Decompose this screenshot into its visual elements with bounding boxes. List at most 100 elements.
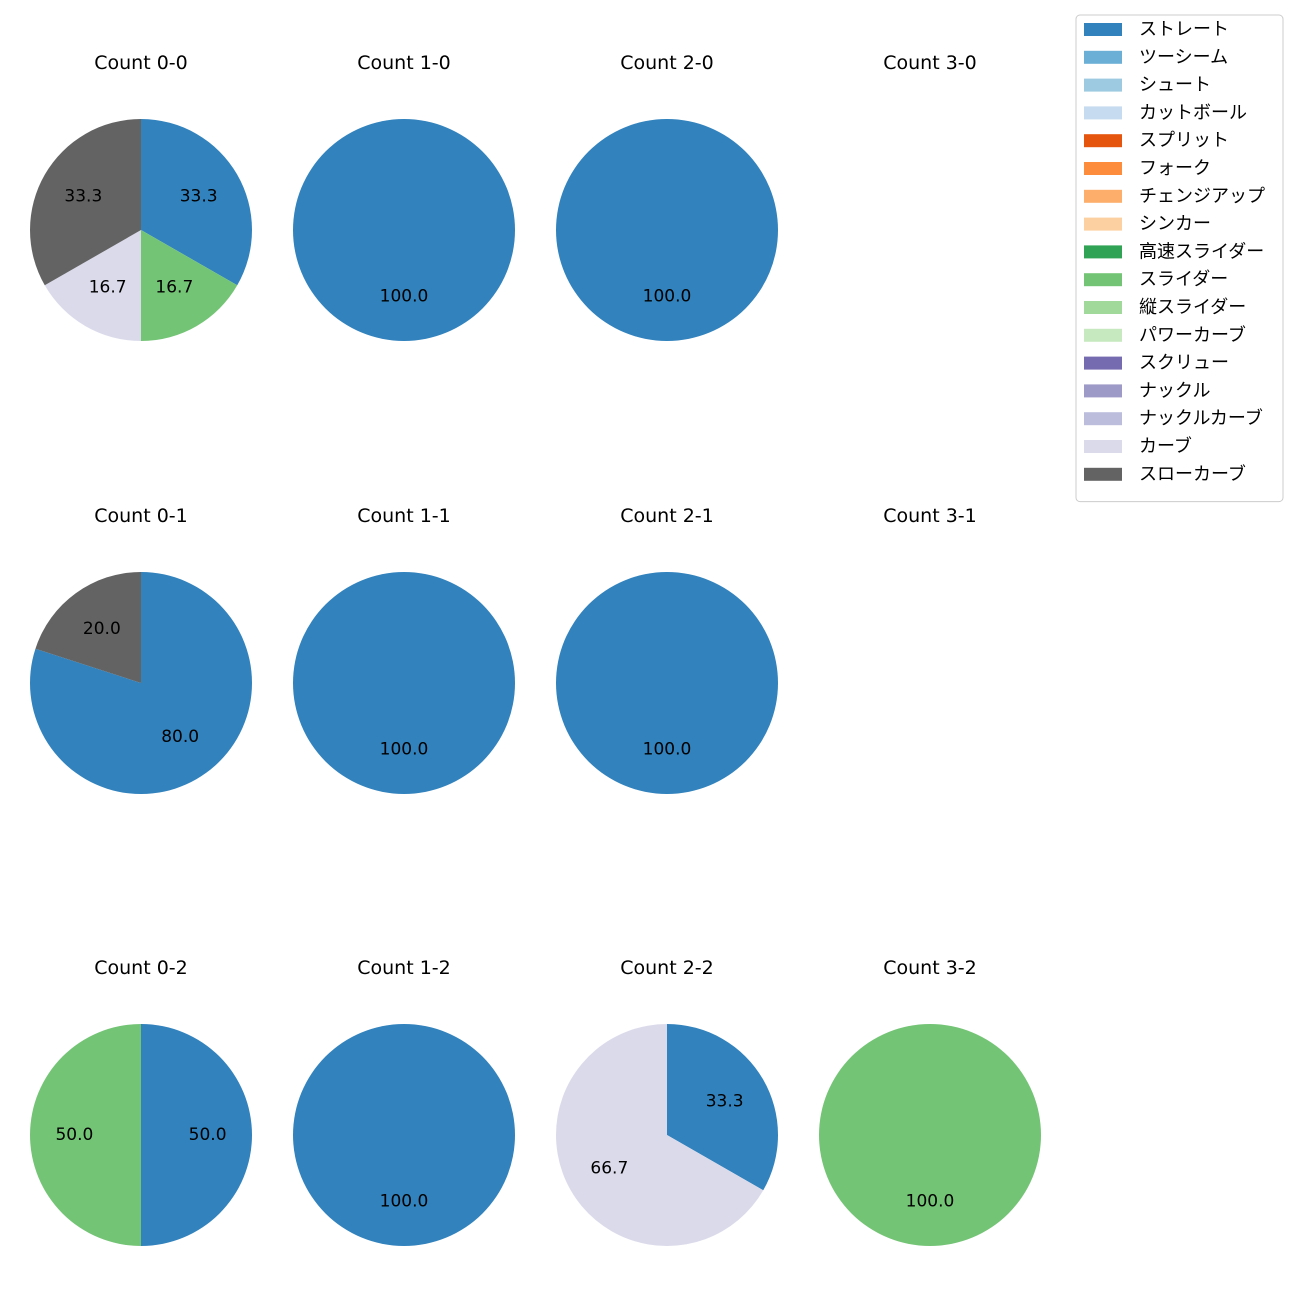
legend-swatch — [1084, 106, 1122, 120]
pie-count-2-0: Count 2-0 100.0 — [556, 52, 778, 341]
pie-count-2-1: Count 2-1 100.0 — [556, 505, 778, 794]
pie-slice-count-0-2-1 — [30, 1024, 141, 1246]
pie-count-3-1: Count 3-1 — [883, 505, 977, 527]
legend-label: フォーク — [1139, 158, 1211, 179]
legend-swatch — [1084, 245, 1122, 259]
pie-slice-count-2-1-0 — [556, 572, 778, 794]
pie-title: Count 1-1 — [357, 505, 451, 527]
legend-item: ナックル — [1084, 380, 1210, 401]
pie-slice-count-0-0-0 — [141, 119, 252, 286]
legend-item: 縦スライダー — [1084, 297, 1246, 318]
pie-count-1-1: Count 1-1 100.0 — [293, 505, 515, 794]
pie-title: Count 3-2 — [883, 957, 977, 979]
legend-swatch — [1084, 189, 1122, 203]
pie-slice-label: 80.0 — [161, 727, 199, 747]
pie-count-1-2: Count 1-2 100.0 — [293, 957, 515, 1246]
legend-item: ツーシーム — [1084, 47, 1228, 68]
legend-label: シンカー — [1139, 214, 1211, 235]
legend-item: 高速スライダー — [1084, 241, 1264, 262]
legend-label: スクリュー — [1139, 353, 1229, 374]
pie-slice-count-2-2-0 — [667, 1024, 779, 1191]
pie-slice-label: 16.7 — [89, 278, 127, 298]
pie-title: Count 2-1 — [620, 505, 714, 527]
pie-slice-count-2-0-0 — [556, 119, 778, 341]
pie-slice-count-3-2-0 — [819, 1024, 1041, 1246]
pie-slice-count-1-2-0 — [293, 1024, 515, 1246]
pie-slice-count-0-1-1 — [35, 572, 142, 683]
legend-item: チェンジアップ — [1084, 186, 1265, 207]
legend-item: シュート — [1084, 75, 1211, 96]
legend-item: フォーク — [1084, 158, 1211, 179]
pie-slice-count-0-2-0 — [141, 1024, 252, 1246]
pie-slice-count-0-0-2 — [44, 230, 141, 341]
legend-swatch — [1084, 384, 1122, 398]
legend-label: 高速スライダー — [1139, 241, 1264, 262]
pie-slice-label: 100.0 — [643, 287, 692, 307]
legend-item: ストレート — [1084, 19, 1229, 40]
pie-slice-label: 100.0 — [380, 1192, 429, 1212]
pie-count-2-2: Count 2-2 33.3 66.7 — [556, 957, 779, 1246]
pie-count-3-2: Count 3-2 100.0 — [819, 957, 1041, 1246]
legend-item: シンカー — [1084, 214, 1211, 235]
legend-label: パワーカーブ — [1139, 324, 1246, 346]
legend-item: スライダー — [1084, 269, 1228, 290]
pie-slice-count-1-0-0 — [293, 119, 515, 341]
pie-slice-label: 100.0 — [643, 740, 692, 760]
pie-slice-label: 50.0 — [55, 1125, 93, 1145]
legend-label: ストレート — [1139, 19, 1229, 40]
legend-swatch — [1084, 134, 1122, 148]
pie-count-1-0: Count 1-0 100.0 — [293, 52, 515, 341]
legend-swatch — [1084, 412, 1122, 426]
legend-label: スライダー — [1139, 269, 1228, 290]
legend-item: スプリット — [1084, 130, 1229, 151]
pie-title: Count 2-2 — [620, 957, 714, 979]
pie-slice-label: 20.0 — [83, 619, 121, 639]
pie-count-0-2: Count 0-2 50.0 50.0 — [30, 957, 252, 1246]
pie-slice-label: 100.0 — [906, 1192, 955, 1212]
legend-swatch — [1084, 356, 1122, 370]
legend-label: スプリット — [1139, 130, 1229, 151]
pie-slice-label: 33.3 — [64, 187, 102, 207]
legend-swatch — [1084, 50, 1122, 64]
legend-swatch — [1084, 78, 1122, 92]
pie-count-0-0: Count 0-0 33.3 16.7 16.7 33.3 — [29, 52, 252, 341]
legend-swatch — [1084, 23, 1122, 36]
legend-item: スクリュー — [1084, 353, 1229, 374]
legend-label: ナックル — [1139, 380, 1210, 401]
pie-title: Count 0-0 — [94, 52, 188, 74]
legend-label: シュート — [1139, 75, 1211, 96]
pie-title: Count 3-1 — [883, 505, 977, 527]
legend-label: カーブ — [1139, 435, 1192, 457]
legend-label: カットボール — [1139, 102, 1247, 123]
pie-title: Count 3-0 — [883, 52, 977, 74]
legend-swatch — [1084, 328, 1122, 342]
legend-label: ナックルカーブ — [1139, 407, 1263, 429]
legend-item: スローカーブ — [1084, 463, 1246, 485]
pie-slice-label: 50.0 — [189, 1125, 227, 1145]
legend-item: カットボール — [1084, 102, 1247, 123]
pie-slice-count-0-0-3 — [29, 119, 142, 286]
legend-swatch — [1084, 217, 1122, 231]
pie-title: Count 0-2 — [94, 957, 188, 979]
legend-swatch — [1084, 467, 1122, 481]
legend-item: ナックルカーブ — [1084, 407, 1263, 429]
pie-slice-count-1-1-0 — [293, 572, 515, 794]
legend: ストレートツーシームシュートカットボールスプリットフォークチェンジアップシンカー… — [1075, 14, 1284, 503]
pie-slice-label: 33.3 — [706, 1092, 744, 1112]
legend-item: カーブ — [1084, 435, 1192, 457]
pie-slice-label: 66.7 — [590, 1158, 628, 1178]
pie-slice-label: 16.7 — [155, 278, 193, 298]
pie-slice-label: 33.3 — [180, 187, 218, 207]
pie-slice-label: 100.0 — [380, 287, 429, 307]
pie-slice-count-2-2-1 — [556, 1024, 764, 1246]
pie-slice-count-0-0-1 — [141, 230, 238, 341]
legend-frame — [1075, 14, 1284, 503]
legend-swatch — [1084, 273, 1122, 287]
legend-label: チェンジアップ — [1139, 186, 1265, 207]
legend-label: スローカーブ — [1139, 463, 1246, 485]
pie-title: Count 0-1 — [94, 505, 188, 527]
legend-swatch — [1084, 301, 1122, 314]
legend-swatch — [1084, 162, 1122, 175]
